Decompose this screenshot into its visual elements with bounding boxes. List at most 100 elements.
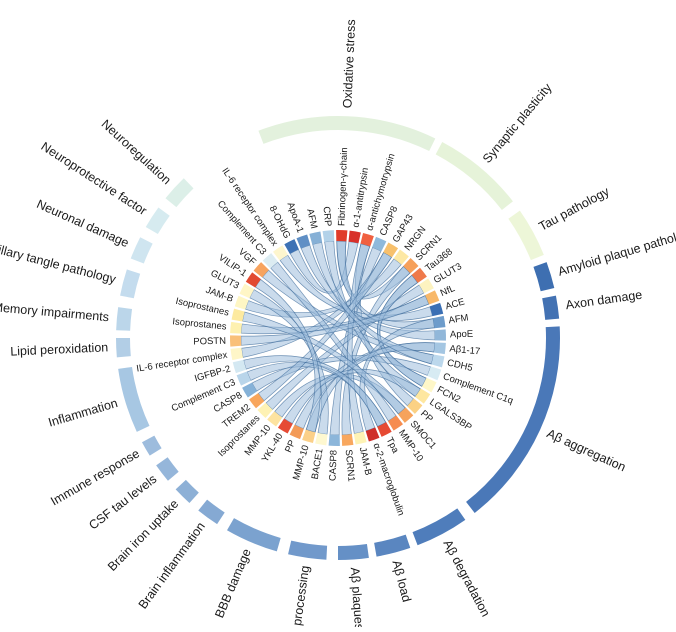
category-label-amyloid-plaque-pathology: Amyloid plaque pathology [556, 224, 676, 278]
outer-segment-amyloid-plaque-pathology [533, 262, 555, 292]
category-label-tau-pathology: Tau pathology [536, 184, 612, 234]
ribbon-27 [243, 355, 387, 428]
biomarker-segment-44 [262, 253, 279, 269]
biomarker-segment-49 [322, 230, 335, 242]
category-label-inflammation: Inflammation [47, 396, 120, 430]
outer-segment-ab-degradation [412, 508, 466, 546]
outer-segment-synaptic-plasticity [435, 141, 513, 210]
outer-segment-ab-aggregation [466, 326, 560, 513]
outer-segment-neurofibrillary-tangle-pathology [120, 269, 141, 299]
biomarker-segment-11 [432, 315, 446, 329]
ribbon-layer [240, 240, 436, 436]
biomarker-segment-37 [230, 335, 242, 347]
biomarker-label-22: α-2-macroglobulin [370, 442, 406, 518]
biomarker-segment-23 [353, 431, 367, 445]
biomarker-segment-43 [253, 262, 269, 278]
ribbon-26 [257, 251, 393, 402]
biomarker-segment-15 [427, 366, 442, 381]
category-label-ab-plaques: Aβ plaques [348, 567, 366, 627]
biomarker-segment-22 [365, 427, 380, 442]
biomarker-label-12: ApoE [450, 329, 474, 341]
category-label-ab-processing: Aβ processing [287, 565, 312, 627]
outer-segment-axon-damage [542, 295, 560, 320]
category-label-ab-aggregation: Aβ aggregation [545, 426, 628, 474]
category-label-neuronal-damage: Neuronal damage [35, 197, 132, 250]
outer-segment-neuronal-damage [130, 237, 153, 264]
biomarker-label-25: CASP8 [328, 450, 340, 482]
outer-segment-ab-processing [288, 540, 328, 560]
biomarker-segment-42 [245, 272, 261, 288]
biomarker-segment-48 [309, 231, 323, 245]
outer-segment-brain-iron-uptake [175, 479, 199, 503]
biomarker-segment-27 [302, 429, 316, 444]
biomarker-segment-18 [407, 398, 423, 414]
outer-segment-inflammation [118, 366, 150, 432]
biomarker-segment-16 [421, 377, 437, 393]
category-label-neuroregulation: Neuroregulation [99, 117, 174, 187]
biomarker-label-23: JAM-B [357, 446, 374, 476]
biomarker-segment-9 [425, 290, 440, 305]
biomarker-segment-3 [372, 236, 387, 252]
biomarker-segment-26 [315, 432, 328, 446]
biomarker-segment-7 [411, 267, 427, 283]
biomarker-segment-32 [249, 393, 265, 409]
biomarker-segment-34 [236, 371, 251, 386]
biomarker-segment-40 [234, 295, 249, 310]
category-label-synaptic-plasticity: Synaptic plasticity [480, 80, 555, 166]
outer-segment-bbb-damage [227, 518, 281, 552]
category-label-lipid-peroxidation: Lipid peroxidation [10, 340, 109, 358]
biomarker-segment-19 [397, 407, 414, 423]
category-label-bbb-damage: BBB damage [212, 547, 254, 620]
biomarker-segment-35 [232, 359, 247, 374]
outer-segment-ab-load [374, 534, 411, 557]
biomarker-segment-36 [230, 347, 244, 361]
biomarker-label-14: CDH5 [446, 357, 474, 373]
biomarker-segment-25 [328, 434, 340, 446]
biomarker-label-9: NfL [439, 283, 457, 299]
biomarker-label-49: CRP [321, 206, 334, 227]
inner-biomarker-ring [230, 230, 446, 446]
biomarker-segment-38 [230, 321, 243, 334]
outer-segment-brain-inflammation [198, 499, 225, 525]
biomarker-segment-33 [242, 382, 258, 398]
biomarker-segment-31 [257, 402, 273, 419]
biomarker-segment-8 [418, 278, 434, 294]
biomarker-segment-20 [387, 415, 403, 431]
biomarker-label-24: SCRN1 [343, 449, 357, 482]
biomarker-label-48: AFM [304, 208, 319, 230]
category-label-axon-damage: Axon damage [565, 288, 643, 313]
outer-segment-immune-response [141, 435, 162, 456]
ribbon-31 [312, 241, 434, 365]
biomarker-segment-12 [434, 329, 446, 341]
biomarker-segment-24 [341, 434, 354, 446]
biomarker-segment-17 [415, 388, 431, 404]
biomarker-segment-47 [296, 234, 311, 249]
biomarker-segment-4 [383, 242, 399, 258]
biomarker-label-10: ACE [444, 296, 466, 312]
outer-segment-neuroprotective-factor [145, 207, 170, 234]
category-label-memory-impairments: Memory impairments [0, 300, 110, 324]
biomarker-segment-45 [273, 245, 289, 261]
biomarker-segment-21 [377, 422, 392, 437]
biomarker-segment-13 [433, 342, 446, 355]
outer-segment-ab-plaques [338, 543, 369, 560]
biomarker-label-38: Isoprostanes [172, 316, 227, 332]
category-label-ab-load: Aβ load [389, 559, 413, 604]
biomarker-segment-39 [231, 308, 245, 322]
biomarker-label-18: PP [418, 408, 435, 425]
outer-segment-csf-tau-levels [156, 457, 179, 481]
biomarker-label-26: BACE1 [310, 448, 326, 481]
biomarker-segment-29 [277, 418, 293, 434]
category-label-ab-degradation: Aβ degradation [440, 537, 492, 619]
biomarker-label-28: PP [283, 438, 298, 454]
outer-segment-tau-pathology [508, 210, 544, 261]
biomarker-segment-46 [284, 239, 299, 254]
biomarker-label-21: Tpa [384, 435, 402, 455]
biomarker-segment-6 [403, 257, 419, 274]
biomarker-segment-2 [360, 232, 374, 247]
outer-segment-oxidative-stress [258, 115, 436, 152]
outer-segment-memory-impairments [116, 307, 133, 331]
biomarker-segment-41 [239, 283, 255, 299]
outer-segment-lipid-peroxidation [116, 338, 131, 358]
